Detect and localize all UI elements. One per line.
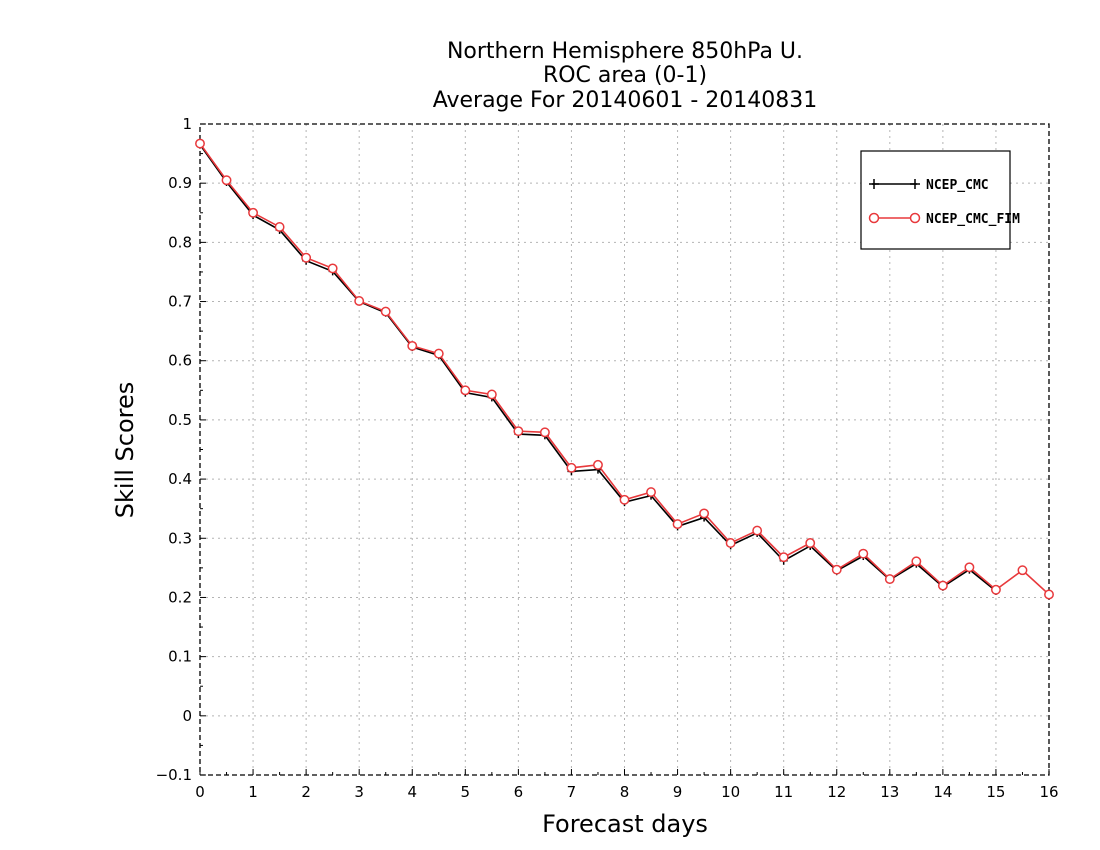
data-point [1017, 565, 1028, 576]
data-point [646, 487, 656, 498]
x-tick-label: 8 [620, 783, 630, 801]
x-tick-label: 9 [673, 783, 683, 801]
y-tick-label: 0.4 [168, 470, 192, 488]
y-tick-label: −0.1 [156, 766, 192, 784]
x-tick-label: 10 [721, 783, 740, 801]
chart-title-line-2: ROC area (0-1) [543, 63, 707, 88]
legend-plus-marker-series-1 [869, 179, 920, 189]
y-axis-title: Skill Scores [111, 382, 139, 519]
legend-circle-marker-series-2-a [868, 212, 880, 224]
y-tick-label: 0.1 [168, 648, 192, 666]
y-tick-label: 0 [182, 707, 192, 725]
data-point [619, 494, 630, 505]
data-point [964, 562, 975, 573]
chart-title-line-3: Average For 20140601 - 20140831 [433, 88, 818, 113]
data-point [884, 574, 895, 585]
data-point [858, 548, 869, 559]
y-tick-label: 0.7 [168, 293, 192, 311]
legend-label-series-1: NCEP_CMC [926, 178, 989, 193]
series-layer [195, 138, 1054, 600]
data-point [513, 426, 524, 437]
legend: NCEP_CMC NCEP_CMC_FIM [860, 150, 1020, 250]
x-tick-label: 0 [195, 783, 205, 801]
data-point [699, 508, 710, 519]
data-point [433, 348, 444, 359]
y-tick-label: 0.5 [168, 411, 192, 429]
data-point [778, 552, 789, 563]
x-tick-label: 7 [567, 783, 577, 801]
y-tick-label: 0.2 [168, 588, 192, 606]
legend-box [860, 150, 1011, 250]
data-point [221, 175, 232, 186]
axis-ticks: 0 1 2 3 4 5 6 7 8 9 10 11 12 13 14 15 16−0.100.10.20.30.… [156, 115, 1059, 801]
data-point [672, 519, 683, 530]
y-tick-label: 0.6 [168, 352, 192, 370]
data-point [752, 525, 763, 536]
series-2 [195, 138, 1054, 600]
data-point [460, 385, 471, 396]
x-tick-label: 2 [301, 783, 311, 801]
x-tick-label: 13 [880, 783, 899, 801]
data-point [593, 459, 603, 470]
x-axis-title: Forecast days [542, 810, 708, 838]
data-point [725, 538, 736, 548]
legend-circle-marker-series-2-b [909, 212, 921, 224]
data-point [407, 340, 418, 351]
y-tick-label: 0.8 [168, 233, 192, 251]
x-tick-label: 12 [827, 783, 846, 801]
x-tick-label: 11 [774, 783, 793, 801]
x-tick-label: 15 [986, 783, 1005, 801]
data-point [1044, 589, 1054, 600]
legend-label-series-2: NCEP_CMC_FIM [926, 212, 1020, 227]
data-point [327, 263, 338, 274]
x-tick-label: 4 [407, 783, 417, 801]
data-point [990, 584, 1001, 595]
data-point [539, 427, 550, 438]
y-tick-label: 1 [182, 115, 192, 133]
chart-title-line-1: Northern Hemisphere 850hPa U. [447, 39, 803, 64]
data-point [911, 556, 922, 567]
x-tick-label: 5 [461, 783, 471, 801]
x-tick-label: 14 [933, 783, 952, 801]
data-point [831, 564, 842, 575]
data-point [354, 296, 365, 306]
data-point [274, 222, 285, 232]
y-tick-label: 0.9 [168, 174, 192, 192]
data-point [805, 538, 816, 548]
x-tick-label: 1 [248, 783, 258, 801]
x-tick-label: 3 [354, 783, 364, 801]
grid [200, 124, 1049, 775]
data-point [486, 389, 497, 400]
data-point [380, 306, 391, 317]
y-tick-label: 0.3 [168, 529, 192, 547]
data-point [937, 580, 948, 591]
data-point [301, 252, 312, 263]
data-point [248, 207, 259, 218]
data-point [195, 138, 205, 149]
x-tick-label: 6 [514, 783, 524, 801]
x-tick-label: 16 [1039, 783, 1058, 801]
data-point [566, 462, 577, 473]
